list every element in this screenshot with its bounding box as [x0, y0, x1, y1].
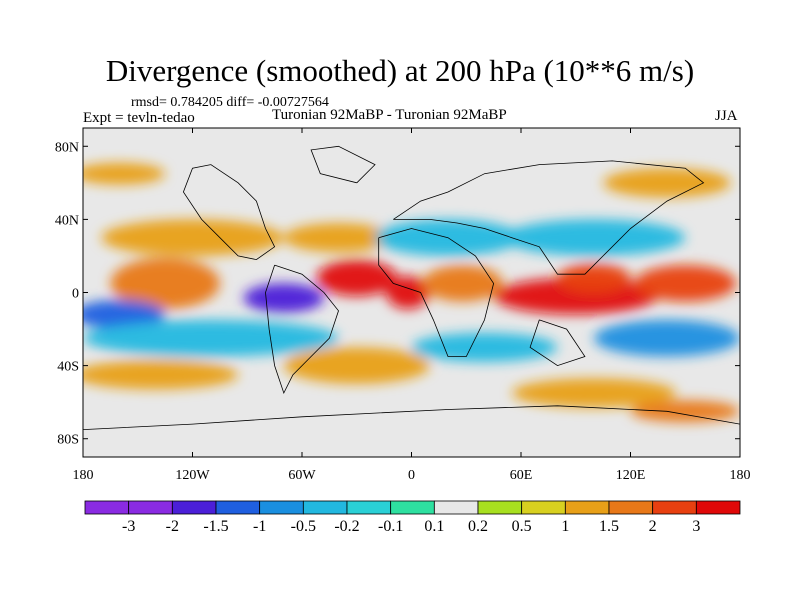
colorbar-label-7: 0.1: [424, 518, 444, 535]
coastline-1: [265, 264, 339, 395]
chart-title: Divergence (smoothed) at 200 hPa (10**6 …: [105, 53, 695, 88]
y-tick-label-3: 40S: [57, 360, 79, 375]
colorbar-label-1: -2: [166, 518, 179, 535]
field-blob-15: [502, 219, 686, 256]
coastline-3: [393, 160, 705, 275]
colorbar-label-2: -1.5: [203, 518, 228, 535]
coastline-0: [182, 164, 276, 261]
field-blob-11: [594, 319, 740, 357]
coastline-4: [529, 319, 586, 367]
field-blob-2: [83, 319, 339, 357]
y-tick-label-2: 0: [72, 287, 79, 302]
field-blob-9: [634, 265, 737, 302]
colorbar-swatch-5: [302, 500, 348, 515]
field-blob-18: [511, 378, 677, 408]
field-blob-3: [243, 283, 324, 313]
colorbar-label-3: -1: [253, 518, 266, 535]
field-blob-12: [101, 219, 284, 256]
colorbar-swatch-10: [521, 500, 566, 515]
field-blob-19: [630, 400, 740, 423]
x-axis: 180 120W 60W 0 60E 120E 180: [73, 128, 751, 483]
colorbar-swatch-6: [346, 500, 392, 515]
colorbar-swatch-3: [215, 500, 261, 515]
colorbar-swatch-0: [84, 500, 130, 515]
colorbar-label-10: 1: [561, 518, 569, 535]
field-blob-10: [411, 332, 558, 362]
x-tick-label-0: 180: [73, 468, 94, 483]
field-blob-13: [283, 223, 394, 253]
colorbar-swatch-1: [128, 500, 173, 515]
colorbar-swatch-12: [608, 500, 654, 515]
colorbar-swatch-4: [259, 500, 304, 515]
field-blob-20: [83, 162, 166, 185]
divergence-field: [83, 162, 740, 423]
colorbar-swatch-9: [477, 500, 523, 515]
x-tick-label-1: 120W: [175, 468, 210, 483]
coastline-6: [310, 145, 376, 184]
colorbar-swatch-7: [390, 500, 435, 515]
x-tick-label-5: 120E: [616, 468, 646, 483]
period-label: Turonian 92MaBP - Turonian 92MaBP: [272, 107, 507, 123]
y-axis: 80N 40N 0 40S 80S: [55, 140, 740, 448]
y-tick-label-1: 40N: [55, 213, 79, 228]
colorbar-label-4: -0.5: [291, 518, 316, 535]
coastline-5: [83, 405, 740, 430]
field-blob-1: [83, 299, 166, 330]
field-blob-8: [557, 263, 631, 293]
field-blob-21: [603, 168, 731, 198]
colorbar-label-6: -0.1: [378, 518, 403, 535]
y-tick-label-0: 80N: [55, 140, 79, 155]
colorbar-label-11: 1.5: [599, 518, 619, 535]
field-blob-6: [422, 265, 503, 302]
colorbar: -3 -2 -1.5 -1 -0.5 -0.2 -0.1 0.1 0.2 0.5 1 1.5 2 3: [84, 500, 741, 535]
experiment-label: Expt = tevln-tedao: [83, 110, 195, 126]
colorbar-swatch-11: [564, 500, 610, 515]
coastline-2: [378, 228, 495, 357]
season-label: JJA: [715, 108, 738, 124]
colorbar-label-12: 2: [649, 518, 657, 535]
colorbar-label-13: 3: [692, 518, 700, 535]
colorbar-swatch-2: [171, 500, 217, 515]
y-tick-label-4: 80S: [57, 433, 79, 448]
field-blob-0: [110, 257, 220, 309]
x-tick-label-2: 60W: [288, 468, 316, 483]
colorbar-swatch-13: [652, 500, 697, 515]
colorbar-label-5: -0.2: [334, 518, 359, 535]
stats-label: rmsd= 0.784205 diff= -0.00727564: [131, 95, 329, 110]
field-blob-16: [83, 360, 239, 390]
colorbar-label-8: 0.2: [468, 518, 488, 535]
x-tick-label-6: 180: [730, 468, 751, 483]
colorbar-swatch-14: [695, 500, 741, 515]
coastlines: [83, 145, 740, 430]
x-tick-label-3: 0: [408, 468, 415, 483]
colorbar-label-9: 0.5: [512, 518, 532, 535]
field-blob-17: [283, 347, 430, 384]
colorbar-swatch-8: [433, 500, 479, 515]
field-blob-4: [316, 259, 397, 297]
x-tick-label-4: 60E: [510, 468, 533, 483]
colorbar-label-0: -3: [122, 518, 135, 535]
